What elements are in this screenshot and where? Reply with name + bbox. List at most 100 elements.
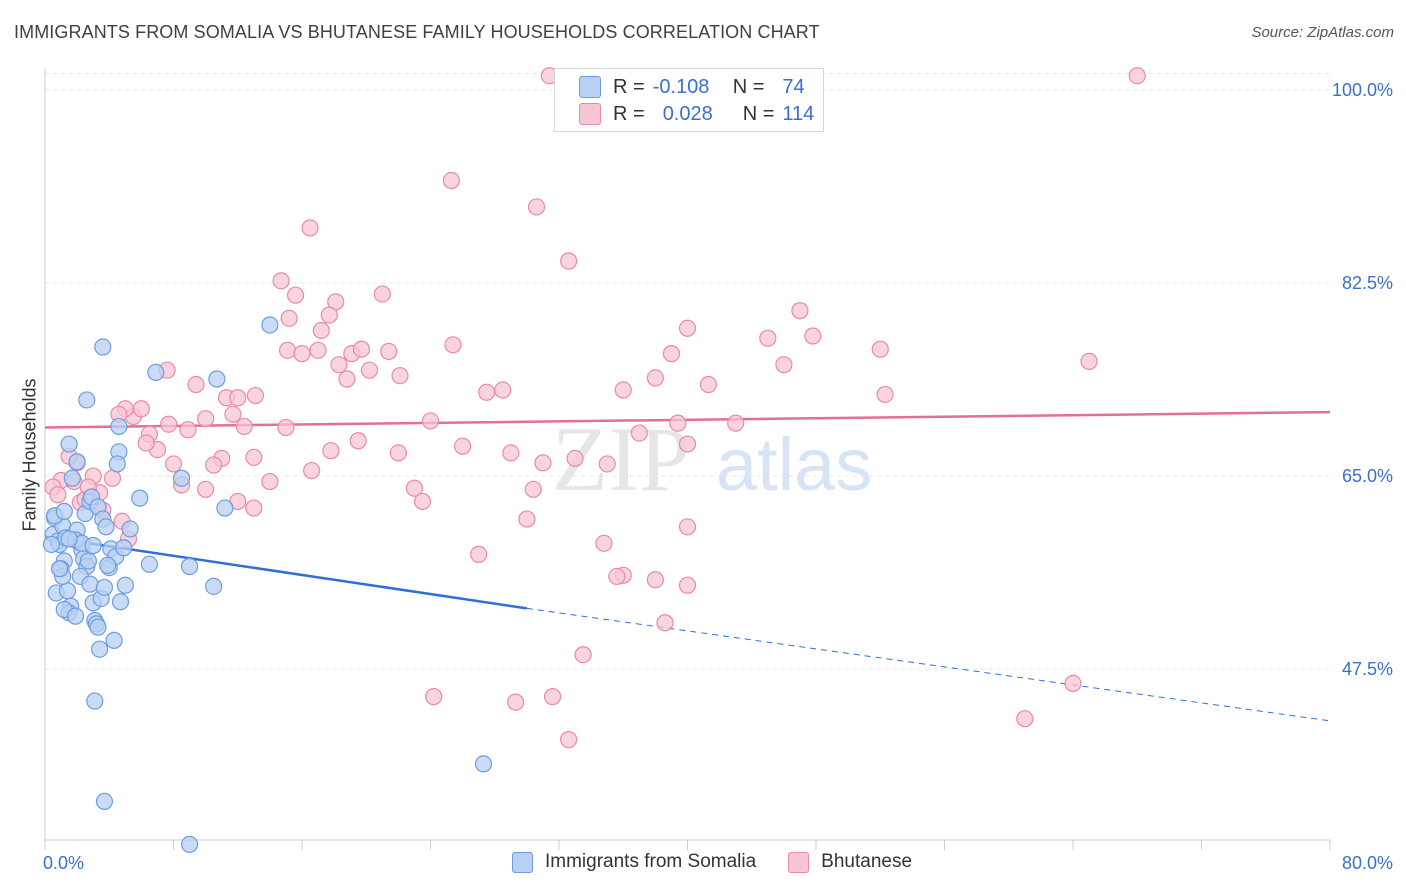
series-bhutanese bbox=[44, 67, 1146, 749]
chart-title: IMMIGRANTS FROM SOMALIA VS BHUTANESE FAM… bbox=[14, 22, 820, 42]
data-point bbox=[172, 469, 191, 487]
series-legend: Immigrants from Somalia Bhutanese bbox=[512, 851, 944, 873]
data-point bbox=[229, 389, 247, 407]
data-point bbox=[286, 286, 305, 304]
data-point bbox=[656, 614, 674, 632]
legend-swatch-bhutanese bbox=[579, 103, 601, 125]
data-point bbox=[309, 341, 327, 359]
watermark: ZIP atlas bbox=[552, 408, 872, 510]
data-point bbox=[301, 219, 319, 237]
legend-swatch-somalia bbox=[512, 851, 533, 873]
data-point bbox=[50, 560, 69, 578]
data-point bbox=[699, 375, 717, 394]
data-point bbox=[543, 688, 562, 706]
data-point bbox=[1064, 674, 1082, 692]
data-point bbox=[669, 414, 687, 432]
legend-n-value: 114 bbox=[782, 102, 815, 125]
data-point bbox=[42, 535, 61, 554]
data-point bbox=[137, 434, 155, 452]
data-point bbox=[598, 455, 616, 473]
watermark-atlas: atlas bbox=[716, 423, 872, 506]
data-point bbox=[91, 640, 109, 658]
data-point bbox=[566, 449, 584, 468]
data-point bbox=[1128, 67, 1146, 85]
data-point bbox=[261, 316, 279, 334]
legend-row-bhutanese: R = 0.028 N = 114 bbox=[579, 101, 814, 127]
data-point bbox=[68, 453, 86, 471]
data-point bbox=[121, 520, 139, 538]
legend-item-somalia: Immigrants from Somalia bbox=[512, 851, 756, 873]
data-point bbox=[216, 499, 234, 517]
legend-r-label: R = bbox=[613, 75, 645, 98]
data-point bbox=[474, 755, 493, 773]
data-point bbox=[94, 338, 112, 356]
data-point bbox=[678, 576, 697, 594]
trend-line-somalia-extension bbox=[526, 607, 1331, 722]
x-tick-label-max: 80.0% bbox=[1342, 853, 1393, 873]
data-point bbox=[352, 340, 371, 358]
data-point bbox=[678, 518, 697, 536]
data-point bbox=[95, 578, 114, 597]
data-point bbox=[391, 367, 409, 385]
legend-label-bhutanese: Bhutanese bbox=[821, 851, 913, 872]
data-point bbox=[494, 381, 512, 399]
data-point bbox=[84, 536, 102, 555]
data-point bbox=[444, 336, 462, 354]
data-point bbox=[164, 455, 183, 473]
data-point bbox=[132, 400, 150, 418]
data-point bbox=[115, 539, 133, 557]
data-point bbox=[608, 567, 626, 586]
data-point bbox=[502, 444, 520, 462]
data-point bbox=[180, 557, 199, 576]
data-point bbox=[646, 369, 664, 387]
data-point bbox=[205, 577, 223, 595]
data-point bbox=[89, 618, 107, 636]
data-point bbox=[338, 370, 356, 388]
data-point bbox=[1080, 352, 1098, 370]
y-axis-title: Family Households bbox=[19, 378, 40, 532]
data-point bbox=[55, 502, 73, 520]
data-point bbox=[60, 530, 78, 548]
data-point bbox=[560, 252, 578, 270]
data-point bbox=[524, 480, 542, 498]
data-point bbox=[278, 341, 297, 359]
legend-n-label: N = bbox=[732, 75, 765, 98]
data-point bbox=[303, 461, 321, 480]
data-point bbox=[60, 435, 78, 453]
data-point bbox=[86, 692, 104, 710]
data-point bbox=[111, 593, 130, 611]
source-note: Source: ZipAtlas.com bbox=[1251, 24, 1394, 41]
legend-item-bhutanese: Bhutanese bbox=[788, 851, 912, 873]
data-point bbox=[180, 835, 199, 854]
data-point bbox=[442, 171, 460, 190]
legend-label-somalia: Immigrants from Somalia bbox=[545, 851, 757, 872]
legend-r-value: 0.028 bbox=[662, 102, 713, 125]
data-point bbox=[454, 437, 472, 455]
data-point bbox=[110, 417, 128, 436]
data-point bbox=[208, 370, 226, 388]
data-point bbox=[871, 340, 889, 358]
legend-r-label: R = bbox=[613, 102, 645, 125]
stats-legend: R = -0.108 N = 74 R = 0.028 N = 114 bbox=[554, 68, 824, 132]
data-point bbox=[197, 410, 215, 428]
legend-r-value: -0.108 bbox=[652, 75, 710, 98]
data-point bbox=[876, 385, 894, 404]
data-point bbox=[320, 306, 338, 324]
data-point bbox=[322, 442, 340, 460]
data-point bbox=[360, 361, 379, 379]
legend-n-label: N = bbox=[742, 102, 775, 125]
data-point bbox=[187, 375, 205, 394]
data-point bbox=[205, 456, 223, 474]
data-point bbox=[470, 545, 488, 563]
data-point bbox=[630, 424, 648, 442]
data-point bbox=[421, 412, 440, 430]
data-point bbox=[373, 285, 391, 303]
data-point bbox=[280, 309, 298, 327]
data-point bbox=[389, 444, 407, 462]
data-point bbox=[108, 455, 126, 473]
data-point bbox=[95, 792, 114, 811]
data-point bbox=[413, 492, 432, 511]
data-point bbox=[425, 688, 443, 706]
data-point bbox=[678, 435, 697, 453]
